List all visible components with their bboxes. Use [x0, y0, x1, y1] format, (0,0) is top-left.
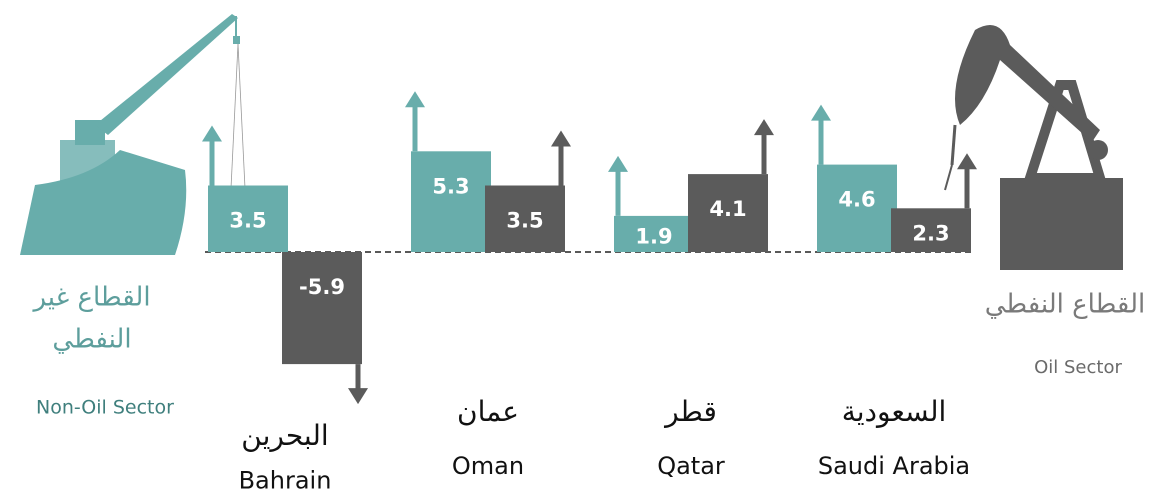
category-label: Bahrain — [239, 466, 332, 494]
value-label: 5.3 — [432, 174, 469, 198]
arrow-head — [811, 105, 831, 121]
arrow-head — [348, 388, 368, 404]
arrow-head — [754, 119, 774, 135]
category-label: Oman — [452, 452, 524, 480]
category-label-ar: قطر — [663, 395, 717, 428]
value-label: 1.9 — [635, 225, 672, 249]
category-label-ar: عمان — [457, 395, 519, 428]
bar — [411, 151, 491, 252]
value-label: 4.1 — [709, 197, 746, 221]
arrow-head — [202, 126, 222, 142]
category-label: Saudi Arabia — [818, 452, 970, 480]
oil-pump-icon — [945, 25, 1123, 270]
value-label: 4.6 — [838, 188, 875, 212]
category-label: Qatar — [657, 452, 725, 480]
legend-label-ar: القطاع النفطي — [985, 290, 1145, 320]
category-label-ar: السعودية — [842, 395, 947, 428]
legend-label: Non-Oil Sector — [36, 397, 174, 419]
value-label: -5.9 — [299, 275, 345, 299]
chart: القطاع غير النفطي Non-Oil Sector القطاع … — [0, 0, 1169, 494]
bar — [282, 252, 362, 364]
arrow-head — [551, 131, 571, 147]
arrow-head — [608, 156, 628, 172]
value-label: 2.3 — [912, 222, 949, 246]
value-label: 3.5 — [229, 209, 266, 233]
legend-label-ar: النفطي — [52, 325, 131, 355]
arrow-head — [405, 91, 425, 107]
value-label: 3.5 — [506, 209, 543, 233]
legend-label-ar: القطاع غير — [31, 283, 150, 313]
legend-label: Oil Sector — [1034, 357, 1122, 378]
category-label-ar: البحرين — [241, 419, 328, 452]
arrow-head — [957, 153, 977, 169]
